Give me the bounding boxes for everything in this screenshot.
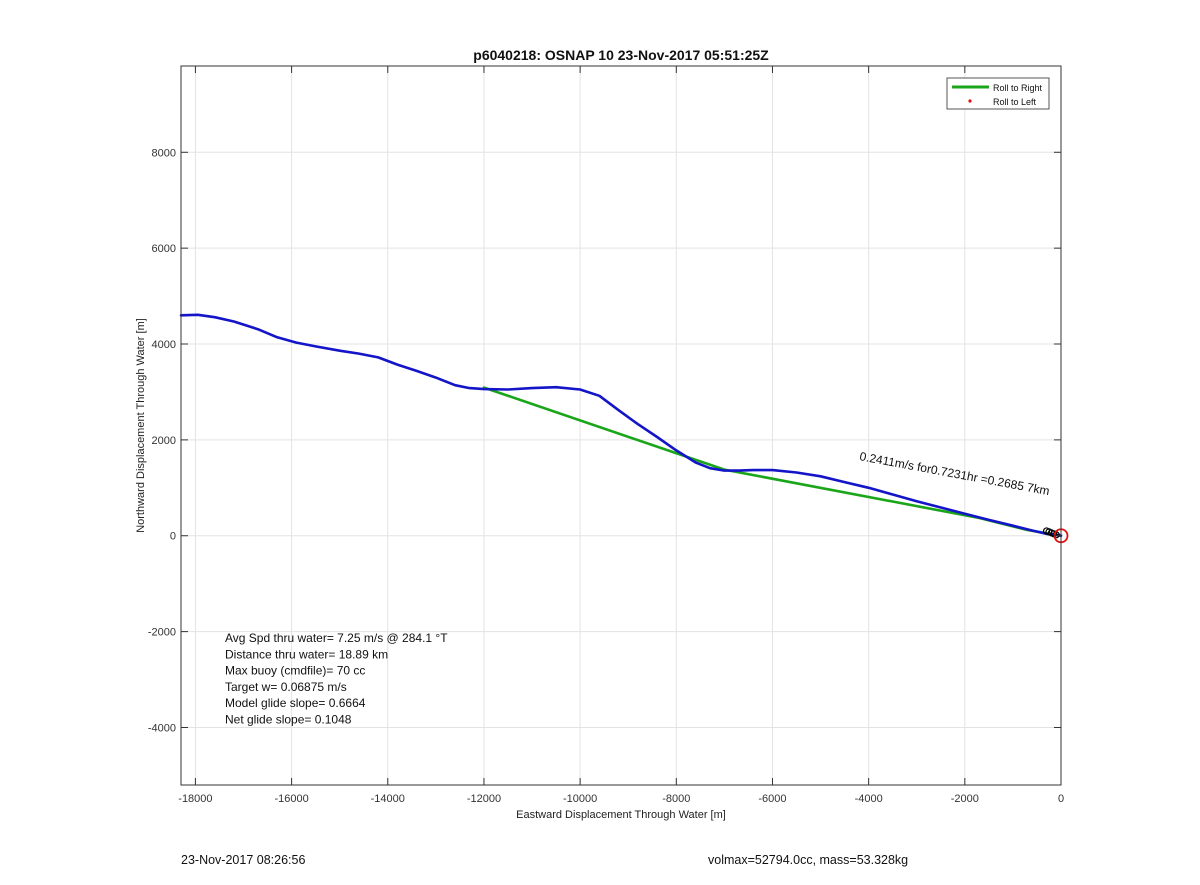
- x-tick-label: -18000: [178, 793, 212, 805]
- y-tick-label: -4000: [148, 722, 176, 734]
- y-tick-label: 8000: [152, 147, 176, 159]
- plot-frame: [180, 65, 1062, 786]
- y-tick-label: 6000: [152, 243, 176, 255]
- x-tick-label: -12000: [467, 793, 501, 805]
- x-tick-label: -2000: [951, 793, 979, 805]
- stats-line: Model glide slope= 0.6664: [225, 696, 366, 710]
- stats-line: Avg Spd thru water= 7.25 m/s @ 284.1 °T: [225, 631, 448, 645]
- x-tick-label: -4000: [855, 793, 883, 805]
- legend-label-roll-left: Roll to Left: [993, 97, 1037, 107]
- x-tick-label: 0: [1058, 793, 1064, 805]
- series-track: [179, 313, 1063, 538]
- x-tick-label: -8000: [662, 793, 690, 805]
- y-tick-label: 2000: [152, 435, 176, 447]
- y-tick-label: 4000: [152, 339, 176, 351]
- legend-box: [946, 77, 1050, 110]
- chart-title: p6040218: OSNAP 10 23-Nov-2017 05:51:25Z: [473, 47, 769, 63]
- stats-line: Max buoy (cmdfile)= 70 cc: [225, 664, 365, 678]
- x-tick-label: -14000: [371, 793, 405, 805]
- y-tick-label: 0: [170, 531, 176, 543]
- footer-timestamp: 23-Nov-2017 08:26:56: [181, 853, 306, 867]
- stats-line: Target w= 0.06875 m/s: [225, 680, 347, 694]
- axes: -18000 -16000 -14000 -12000 -10000 -8000 -6000…: [148, 65, 1064, 805]
- legend: Roll to Right Roll to Left: [946, 77, 1050, 110]
- y-tick-label: -2000: [148, 627, 176, 639]
- stats-block: Avg Spd thru water= 7.25 m/s @ 284.1 °T D…: [225, 631, 448, 727]
- x-axis-label: Eastward Displacement Through Water [m]: [516, 809, 726, 821]
- plot-area: [181, 66, 1061, 785]
- legend-swatch-roll-left: [968, 99, 972, 103]
- footer-volmax-mass: volmax=52794.0cc, mass=53.328kg: [708, 853, 909, 867]
- x-tick-label: -6000: [758, 793, 786, 805]
- stats-line: Distance thru water= 18.89 km: [225, 647, 388, 661]
- x-tick-label: -10000: [563, 793, 597, 805]
- legend-label-roll-right: Roll to Right: [993, 83, 1043, 93]
- stats-line: Net glide slope= 0.1048: [225, 713, 352, 727]
- x-tick-label: -16000: [274, 793, 308, 805]
- y-axis-label: Northward Displacement Through Water [m]: [135, 318, 147, 533]
